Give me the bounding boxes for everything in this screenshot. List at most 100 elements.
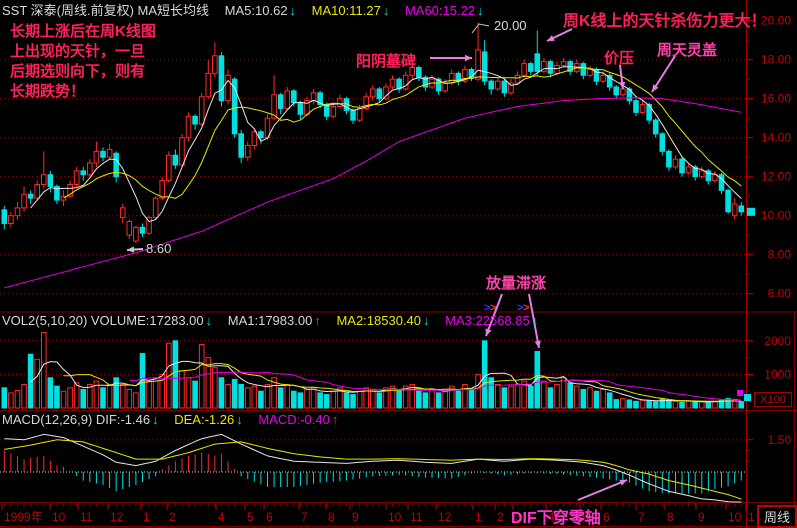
volume-bar <box>738 401 745 409</box>
volume-bar <box>21 383 27 409</box>
volume-bar <box>376 392 383 409</box>
month-label: 7 <box>638 510 645 524</box>
month-label: 6 <box>603 510 610 524</box>
price-axis-label: 18.00 <box>761 53 791 67</box>
month-label: 1999年 <box>4 510 43 524</box>
volume-bar <box>172 340 179 409</box>
candle <box>633 100 639 113</box>
month-label: 11 <box>80 510 93 524</box>
candle <box>310 92 317 102</box>
volume-bar <box>488 377 495 409</box>
annotation-price-peak-label: 20.00 <box>494 18 527 33</box>
candle <box>652 119 659 135</box>
candle <box>284 90 291 109</box>
candle <box>198 96 205 125</box>
vol-ma1-endpoint-marker <box>744 394 751 401</box>
volume-bar <box>113 377 119 409</box>
volume-bar <box>271 377 277 409</box>
candle <box>679 158 685 174</box>
volume-bar <box>297 392 304 409</box>
annotation-dif-cross: DIF下穿零轴 <box>511 510 601 527</box>
ma60-line <box>4 97 742 289</box>
fast-forward-icon: > <box>484 302 490 314</box>
month-label: 11 <box>410 510 423 524</box>
annotation-arrowhead <box>534 340 541 348</box>
volume-bar <box>442 389 448 409</box>
candle <box>73 170 80 186</box>
annotation-arrowhead <box>547 35 555 41</box>
volume-bar <box>613 399 620 409</box>
month-label: 1 <box>475 510 482 524</box>
candle <box>34 184 41 199</box>
volume-bar <box>685 400 692 409</box>
volume-bar <box>185 377 192 409</box>
candle <box>389 78 396 88</box>
volume-bar <box>383 387 389 409</box>
candle <box>113 152 119 178</box>
volume-bar <box>126 389 133 409</box>
volume-bar <box>139 353 146 409</box>
candle <box>172 154 179 166</box>
volume-bar <box>343 392 350 409</box>
volume-bar <box>284 383 291 409</box>
volume-unit-label: X100 <box>754 392 792 407</box>
candle <box>317 92 323 106</box>
candle <box>527 63 534 72</box>
volume-bar <box>396 390 402 409</box>
volume-bar <box>448 385 455 409</box>
dif-line <box>4 433 742 503</box>
ma60-trend-arrow-icon: ↓ <box>477 3 484 18</box>
dea-trend-arrow-icon: ↓ <box>236 412 243 427</box>
ma10-line <box>63 67 742 199</box>
candle <box>93 150 100 164</box>
candle <box>192 115 198 125</box>
volume-bar <box>198 343 205 409</box>
volume-bar <box>698 401 705 409</box>
candle <box>587 68 593 76</box>
candle <box>659 133 666 152</box>
price-axis-label: 16.00 <box>761 92 791 106</box>
candle <box>731 203 738 217</box>
candle <box>277 94 284 109</box>
candle <box>409 67 416 76</box>
candle <box>218 55 225 102</box>
candle <box>106 148 113 158</box>
month-label: 4 <box>218 510 225 524</box>
volume-bar <box>633 400 639 409</box>
candle <box>521 63 527 76</box>
dea-value: DEA:-1.26 <box>174 412 235 427</box>
candle <box>534 53 541 72</box>
volume-bar <box>100 387 106 409</box>
volume-bar <box>152 377 159 409</box>
volume-bar <box>93 380 100 409</box>
volume-bar <box>508 385 514 409</box>
candle <box>225 74 231 102</box>
macd-value: MACD:-0.40 <box>258 412 330 427</box>
annotation-arrowhead <box>465 54 472 62</box>
volume-bar <box>389 385 396 409</box>
candle <box>350 109 356 121</box>
volume-bar <box>600 389 606 409</box>
annotation-arrow <box>485 293 503 337</box>
volume-bar <box>679 401 685 409</box>
volume-bar <box>225 383 231 409</box>
vol-ma3-endpoint-marker <box>737 390 743 396</box>
vol-ma2-trend-arrow-icon: ↓ <box>423 313 430 328</box>
annotation-arrowhead <box>619 479 627 486</box>
volume-bar <box>1 387 8 409</box>
candle <box>166 154 172 182</box>
candle <box>718 174 725 191</box>
last-price-marker <box>747 207 755 216</box>
candle <box>251 131 258 147</box>
candle <box>369 88 376 98</box>
volume-bar <box>514 383 521 409</box>
volume-bar <box>323 394 330 409</box>
period-selector[interactable]: 周线 <box>757 505 797 528</box>
volume-pane-header: VOL2(5,10,20) VOLUME:17283.00 ↓ MA1:17983… <box>2 313 540 328</box>
annotation-arrowhead <box>619 81 626 89</box>
volume-bar <box>330 390 337 409</box>
volume-axis-label: 2000 <box>764 334 791 348</box>
volume-bar <box>304 389 310 409</box>
